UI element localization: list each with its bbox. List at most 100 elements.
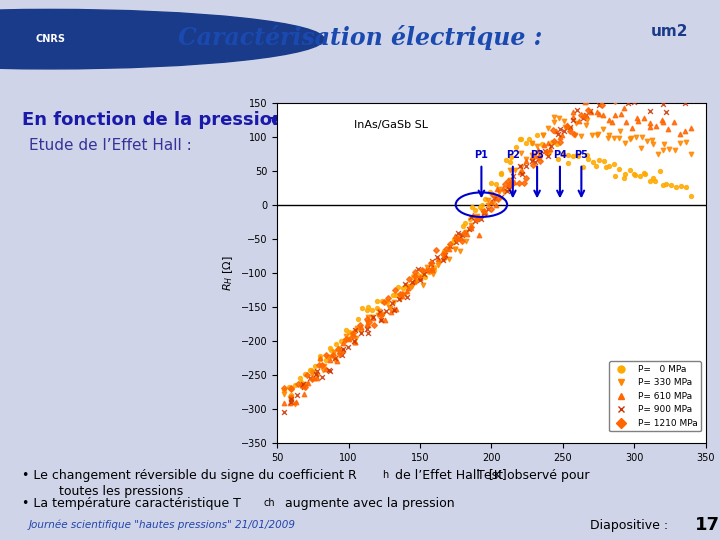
Point [349, 338, 361, 347]
Point [414, 275, 426, 284]
Point [458, 228, 469, 237]
Point [580, 120, 592, 129]
Point [313, 360, 325, 369]
Point [635, 91, 647, 100]
Point [585, 108, 597, 117]
Point [348, 337, 360, 346]
Point [662, 125, 673, 133]
Point [531, 141, 543, 150]
Point [406, 278, 418, 287]
Point [310, 370, 322, 379]
Point [350, 334, 361, 342]
Point [536, 140, 548, 149]
Point [401, 287, 413, 295]
Point [462, 230, 473, 238]
Point [625, 134, 636, 143]
Point [372, 311, 384, 320]
Point [642, 137, 653, 146]
Point [427, 265, 438, 274]
Point [355, 328, 366, 337]
Point [387, 298, 398, 307]
Point [504, 176, 516, 185]
Point [426, 264, 438, 272]
Point [394, 295, 405, 303]
Point [312, 372, 323, 380]
Point [626, 124, 638, 132]
Point [311, 374, 323, 382]
Point [546, 138, 558, 146]
Point [332, 345, 343, 354]
Point [531, 131, 543, 140]
Point [680, 126, 691, 135]
Point [464, 215, 475, 224]
Point [591, 108, 603, 117]
Point [619, 170, 631, 179]
Point [657, 118, 668, 127]
Point [613, 164, 625, 173]
Point [577, 163, 589, 171]
Point [425, 260, 436, 269]
Point [518, 179, 529, 187]
Point [634, 172, 646, 180]
Point [510, 143, 522, 152]
Point [426, 265, 438, 274]
Point [580, 98, 591, 106]
Point [394, 289, 405, 298]
Point [348, 328, 359, 337]
Point [541, 138, 553, 147]
Point [598, 157, 610, 165]
Point [299, 383, 310, 391]
Point [532, 145, 544, 154]
Point [636, 132, 647, 141]
Point [597, 111, 608, 119]
Point [490, 180, 501, 188]
Point [521, 157, 532, 165]
Point [448, 237, 459, 246]
Point [539, 147, 551, 156]
Point [673, 92, 685, 101]
Point [400, 289, 411, 298]
Point [593, 110, 605, 119]
Point [615, 110, 626, 119]
Point [295, 378, 307, 387]
Point [592, 131, 603, 139]
Point [279, 383, 290, 392]
Point [320, 350, 331, 359]
Point [638, 168, 649, 177]
Point [402, 282, 414, 291]
Point [323, 366, 335, 374]
X-axis label: T [K]: T [K] [477, 468, 506, 481]
Point [332, 356, 343, 365]
Point [554, 125, 566, 133]
Point [279, 399, 290, 408]
Point [685, 96, 697, 105]
Point [534, 156, 545, 165]
Point [469, 206, 481, 214]
Point [609, 93, 621, 102]
Point [305, 366, 316, 375]
Point [338, 346, 349, 354]
Point [361, 320, 373, 329]
Point [318, 362, 330, 370]
Point [437, 250, 449, 259]
Point [575, 110, 587, 119]
Point [618, 103, 630, 112]
Point [629, 171, 640, 179]
Point [361, 305, 372, 314]
Point [476, 215, 487, 224]
Point [651, 83, 662, 92]
Point [498, 187, 510, 196]
Point [503, 177, 514, 185]
Text: InAs/GaSb SL: InAs/GaSb SL [354, 119, 428, 130]
Point [433, 257, 445, 266]
Point [408, 272, 419, 280]
Point [438, 255, 449, 264]
Point [621, 117, 632, 126]
Point [456, 237, 467, 245]
Point [529, 158, 541, 167]
Point [317, 373, 328, 382]
Point [286, 390, 297, 399]
Point [412, 265, 423, 274]
Point [330, 340, 341, 349]
Point [363, 320, 374, 329]
